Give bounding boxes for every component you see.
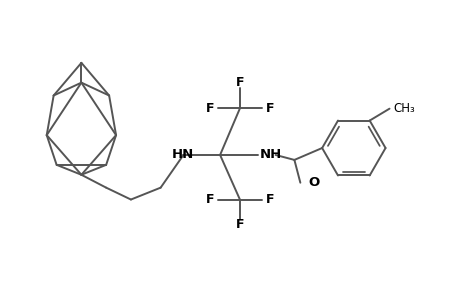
Text: F: F: [265, 102, 273, 115]
Text: O: O: [308, 176, 319, 189]
Text: F: F: [265, 193, 273, 206]
Text: CH₃: CH₃: [392, 102, 414, 115]
Text: F: F: [235, 218, 244, 231]
Text: F: F: [235, 76, 244, 89]
Text: HN: HN: [171, 148, 193, 161]
Text: F: F: [206, 102, 214, 115]
Text: F: F: [206, 193, 214, 206]
Text: NH: NH: [259, 148, 281, 161]
